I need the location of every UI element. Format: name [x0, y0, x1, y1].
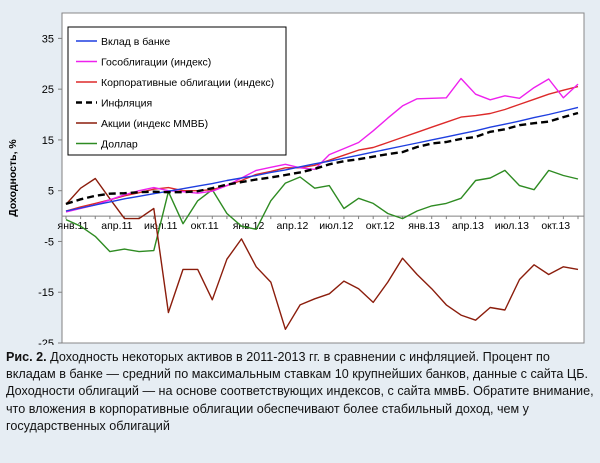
- y-tick-label: 35: [42, 33, 54, 45]
- series-line: [65, 169, 579, 253]
- y-axis-label: Доходность, %: [7, 139, 19, 217]
- x-tick-label: апр.11: [101, 220, 132, 232]
- series-line: [65, 177, 579, 330]
- x-tick-label: апр.12: [276, 220, 308, 232]
- x-tick-label: окт.13: [541, 220, 570, 232]
- x-tick-label: окт.12: [366, 220, 395, 232]
- x-tick-label: янв.13: [408, 220, 440, 232]
- x-tick-label: июл.13: [495, 220, 529, 232]
- y-tick-label: 15: [42, 135, 54, 147]
- legend-box: [67, 26, 287, 156]
- legend-label: Корпоративные облигации (индекс): [101, 77, 274, 89]
- legend-label: Вклад в банке: [101, 36, 170, 48]
- legend-label: Акции (индекс ММВБ): [101, 118, 208, 130]
- x-tick-label: июл.11: [144, 220, 178, 232]
- series-line: [65, 111, 579, 206]
- legend-label: Инфляция: [101, 98, 152, 110]
- y-tick-label: -25: [38, 338, 54, 345]
- x-tick-label: июл.12: [319, 220, 353, 232]
- caption-label: Рис. 2.: [6, 350, 47, 364]
- x-tick-label: янв.11: [58, 220, 89, 232]
- y-tick-label: -5: [44, 236, 54, 248]
- caption-text: Доходность некоторых активов в 2011-2013…: [6, 350, 594, 433]
- legend-label: Гособлигации (индекс): [101, 57, 211, 69]
- figure-caption: Рис. 2. Доходность некоторых активов в 2…: [6, 349, 596, 435]
- chart: 35 25 15 5 -5 -15 -25 янв.11 апр.11 июл.11 окт.11…: [7, 12, 585, 345]
- y-tick-label: -15: [38, 287, 54, 299]
- legend-label: Доллар: [101, 139, 138, 151]
- series-line: [65, 106, 579, 212]
- y-tick-label: 5: [48, 186, 54, 198]
- x-tick-label: окт.11: [191, 220, 219, 232]
- x-tick-label: апр.13: [452, 220, 484, 232]
- y-tick-label: 25: [42, 84, 54, 96]
